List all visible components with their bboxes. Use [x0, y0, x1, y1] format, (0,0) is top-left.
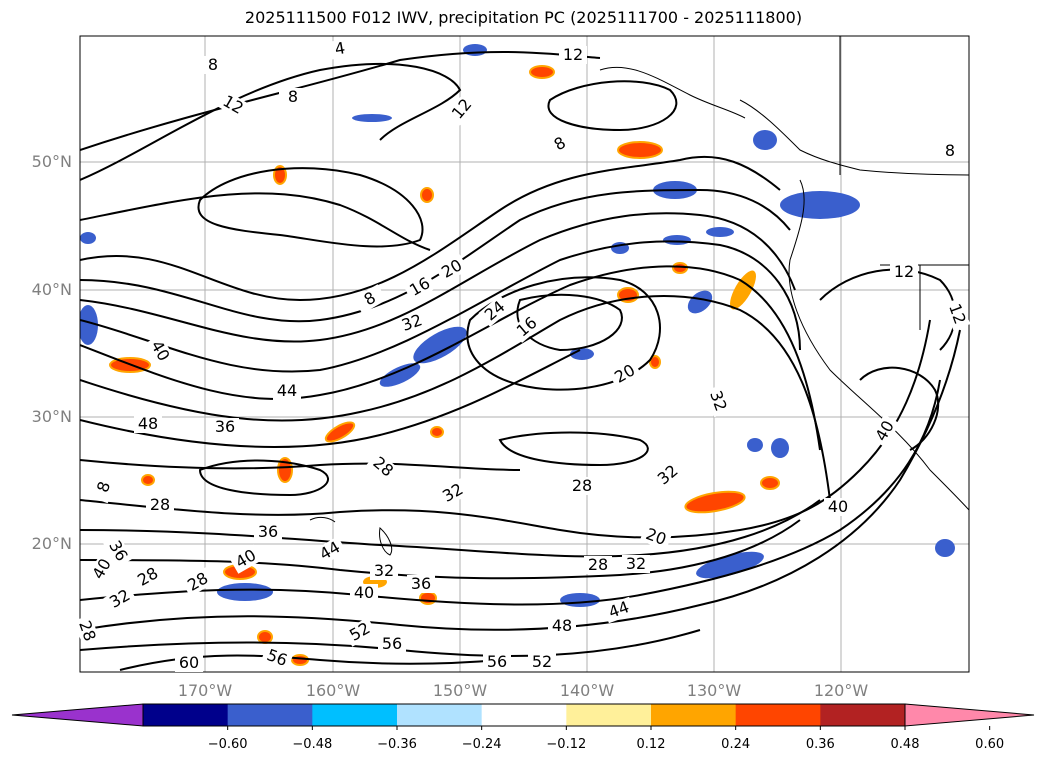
contour-label: 56: [378, 635, 406, 653]
lat-label-40n: 40°N: [31, 280, 72, 299]
colorbar-tick-label: 0.60: [975, 737, 1005, 752]
iwv-contours: [80, 50, 961, 671]
colorbar-tick-label: −0.12: [546, 737, 587, 752]
contour-label: 8: [279, 88, 307, 106]
lon-label-120w: 120°W: [813, 681, 869, 700]
lon-label-170w: 170°W: [177, 681, 233, 700]
colorbar-tick-label: −0.48: [292, 737, 333, 752]
lon-label-160w: 160°W: [305, 681, 361, 700]
lat-label-50n: 50°N: [31, 152, 72, 171]
contour-label: 36: [254, 523, 282, 541]
contour-label: 8: [936, 142, 964, 160]
lon-label-150w: 150°W: [432, 681, 488, 700]
contour-label: 48: [134, 415, 162, 433]
lat-label-20n: 20°N: [31, 534, 72, 553]
lat-label-30n: 30°N: [31, 407, 72, 426]
contour-label: 40: [824, 498, 852, 516]
contour-label: 40: [350, 584, 378, 602]
colorbar-tick-label: 0.24: [721, 737, 751, 752]
contour-label: 32: [622, 555, 650, 573]
coastlines: [309, 36, 969, 556]
contour-label: 48: [548, 617, 576, 635]
contour-label: 60: [175, 654, 203, 672]
colorbar-tick-label: 0.12: [636, 737, 666, 752]
contour-label: 52: [528, 653, 556, 671]
contour-label: 32: [370, 562, 398, 580]
lon-label-130w: 130°W: [686, 681, 742, 700]
contour-label: 56: [483, 653, 511, 671]
colorbar-tick-label: −0.24: [461, 737, 502, 752]
gridlines: [80, 36, 969, 672]
contour-label: 28: [584, 556, 612, 574]
colorbar-tick-label: −0.60: [207, 737, 248, 752]
colorbar-tick-label: 0.36: [805, 737, 835, 752]
contour-label: 28: [568, 477, 596, 495]
map-title: 2025111500 F012 IWV, precipitation PC (2…: [244, 8, 803, 27]
contour-label: 36: [211, 418, 239, 436]
contour-label: 44: [273, 382, 301, 400]
contour-label: 36: [407, 575, 435, 593]
contour-label: 12: [890, 263, 918, 281]
contour-label: 8: [199, 56, 227, 74]
colorbar-tick-label: −0.36: [377, 737, 417, 752]
colorbar-tick-label: 0.48: [890, 737, 920, 752]
contour-label: 28: [146, 496, 174, 514]
lon-label-140w: 140°W: [559, 681, 615, 700]
contour-label: 12: [559, 46, 587, 64]
